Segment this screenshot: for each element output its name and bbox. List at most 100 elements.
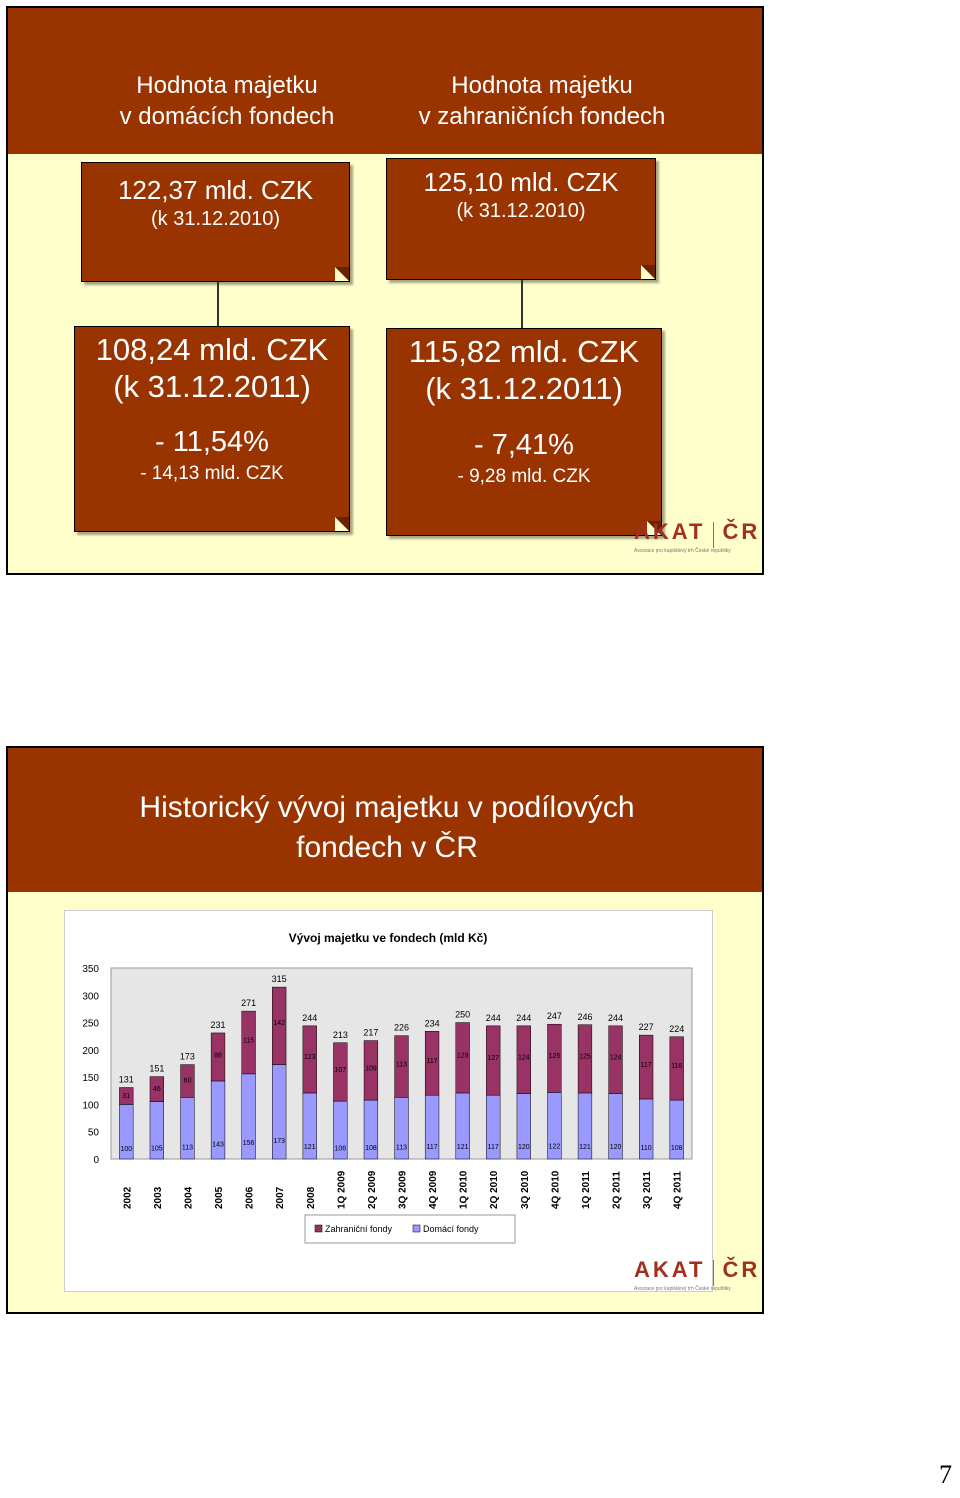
- foreign-header: Hodnota majetku v zahraničních fondech: [392, 70, 692, 132]
- data-label-foreign: 107: [334, 1067, 346, 1074]
- data-label-foreign: 88: [214, 1053, 222, 1060]
- data-label-foreign: 31: [122, 1093, 130, 1100]
- y-tick-label: 0: [93, 1155, 99, 1166]
- category-label: 2Q 2011: [612, 1171, 623, 1209]
- data-label-total: 131: [119, 1075, 134, 1085]
- y-tick-label: 100: [82, 1100, 99, 1111]
- domestic-2011-fold: [335, 517, 349, 531]
- foreign-2010-box: 125,10 mld. CZK (k 31.12.2010): [386, 158, 656, 280]
- bar-foreign: [272, 986, 287, 1065]
- data-label-domestic: 120: [610, 1144, 622, 1151]
- category-label: 1Q 2009: [336, 1170, 347, 1209]
- domestic-header: Hodnota majetku v domácích fondech: [98, 70, 356, 132]
- legend-swatch-foreign: [314, 1224, 323, 1233]
- y-tick-label: 300: [82, 991, 99, 1002]
- bar-foreign: [394, 1035, 409, 1098]
- category-label: 3Q 2011: [642, 1171, 653, 1209]
- category-label: 2Q 2009: [367, 1170, 378, 1209]
- bar-foreign: [241, 1010, 256, 1075]
- data-label-domestic: 121: [579, 1144, 591, 1151]
- data-label-total: 173: [180, 1052, 195, 1062]
- data-label-domestic: 110: [641, 1145, 652, 1152]
- bar-foreign: [455, 1022, 470, 1094]
- data-label-total: 246: [577, 1012, 592, 1022]
- data-label-total: 315: [272, 974, 287, 984]
- logo-word-left: AKAT: [634, 519, 706, 544]
- foreign-2011-box: 115,82 mld. CZK (k 31.12.2011) - 7,41% -…: [386, 328, 662, 536]
- logo-separator: [713, 521, 715, 548]
- data-label-foreign: 129: [457, 1052, 469, 1059]
- domestic-2010-fold: [335, 267, 349, 281]
- data-label-domestic: 121: [457, 1144, 469, 1151]
- logo2-word-right: ČR: [722, 1257, 761, 1282]
- logo2-subtitle: Asociace pro kapitálový trh České republ…: [634, 1285, 731, 1292]
- data-label-foreign: 125: [579, 1053, 591, 1060]
- data-label-foreign: 125: [549, 1053, 561, 1060]
- bar-foreign: [486, 1025, 501, 1096]
- bar-foreign: [180, 1064, 195, 1098]
- data-label-foreign: 113: [396, 1061, 407, 1068]
- bar-foreign: [424, 1031, 440, 1096]
- slide2-title-line1: Historický vývoj majetku v podílových: [139, 791, 635, 824]
- legend-label-foreign: Zahraniční fondy: [325, 1224, 393, 1234]
- bar-foreign: [639, 1034, 654, 1100]
- bar-foreign: [119, 1087, 134, 1105]
- bar-foreign: [149, 1076, 164, 1102]
- foreign-header-line2: v zahraničních fondech: [418, 103, 666, 130]
- akat-logo-2: AKAT ČR Asociace pro kapitálový trh České…: [634, 1257, 760, 1292]
- data-label-domestic: 113: [396, 1145, 407, 1152]
- domestic-2011-change-abs: - 14,13 mld. CZK: [140, 463, 284, 484]
- domestic-2011-box: 108,24 mld. CZK (k 31.12.2011) - 11,54% …: [74, 326, 350, 532]
- bar-foreign: [302, 1025, 317, 1094]
- category-label: 1Q 2010: [459, 1170, 470, 1209]
- akat-logo: AKAT ČR Asociace pro kapitálový trh České…: [634, 519, 760, 554]
- domestic-header-line2: v domácích fondech: [119, 103, 335, 130]
- data-label-total: 244: [302, 1013, 317, 1023]
- category-label: 2005: [214, 1186, 225, 1209]
- category-label: 2006: [245, 1186, 256, 1209]
- domestic-2010-box: 122,37 mld. CZK (k 31.12.2010): [81, 162, 350, 282]
- data-label-domestic: 156: [243, 1140, 255, 1147]
- data-label-foreign: 46: [153, 1086, 161, 1093]
- chart-area: Vývoj majetku ve fondech (mld Kč) 0 50 100…: [64, 910, 713, 1292]
- data-label-foreign: 127: [487, 1055, 499, 1062]
- slide-fund-assets: Hodnota majetku v domácích fondech Hodno…: [6, 6, 764, 575]
- data-label-foreign: 142: [273, 1020, 285, 1027]
- data-label-foreign: 117: [641, 1062, 652, 1069]
- y-tick-label: 150: [82, 1073, 99, 1084]
- bar-foreign: [333, 1042, 348, 1102]
- slide1-header-band: Hodnota majetku v domácích fondech Hodno…: [8, 8, 762, 154]
- bar-foreign: [669, 1036, 684, 1101]
- slide-history-chart: Historický vývoj majetku v podílových fo…: [6, 746, 764, 1314]
- domestic-2010-value: 122,37 mld. CZK: [117, 175, 314, 205]
- data-label-domestic: 113: [182, 1145, 193, 1152]
- data-label-domestic: 117: [488, 1144, 499, 1151]
- category-label: 3Q 2009: [398, 1170, 409, 1209]
- domestic-2011-value: 108,24 mld. CZK: [95, 332, 329, 367]
- data-label-total: 244: [486, 1013, 501, 1023]
- foreign-2011-value: 115,82 mld. CZK: [408, 334, 640, 369]
- slide2-title: Historický vývoj majetku v podílových fo…: [8, 788, 766, 868]
- foreign-arrow: [517, 280, 527, 336]
- data-label-total: 244: [608, 1013, 623, 1023]
- domestic-2011-change-pct: - 11,54%: [155, 426, 269, 458]
- data-label-foreign: 60: [184, 1077, 192, 1084]
- data-label-total: 271: [241, 998, 256, 1008]
- data-label-foreign: 117: [426, 1058, 437, 1065]
- logo-subtitle: Asociace pro kapitálový trh České republ…: [634, 547, 731, 554]
- foreign-2010-value: 125,10 mld. CZK: [423, 167, 619, 197]
- data-label-total: 227: [639, 1022, 654, 1032]
- legend-box: [304, 1214, 516, 1244]
- legend-swatch-domestic: [412, 1224, 421, 1233]
- data-label-total: 231: [211, 1020, 226, 1030]
- logo2-word-left: AKAT: [634, 1257, 706, 1282]
- category-label: 2004: [183, 1186, 194, 1209]
- logo-word-right: ČR: [722, 519, 761, 544]
- slide2-title-line2: fondech v ČR: [296, 831, 478, 864]
- domestic-2010-date: (k 31.12.2010): [151, 208, 280, 230]
- y-tick-label: 200: [82, 1046, 99, 1057]
- data-label-total: 224: [669, 1024, 684, 1034]
- foreign-2010-fold: [641, 265, 655, 279]
- data-label-total: 250: [455, 1010, 470, 1020]
- domestic-arrow: [213, 282, 223, 336]
